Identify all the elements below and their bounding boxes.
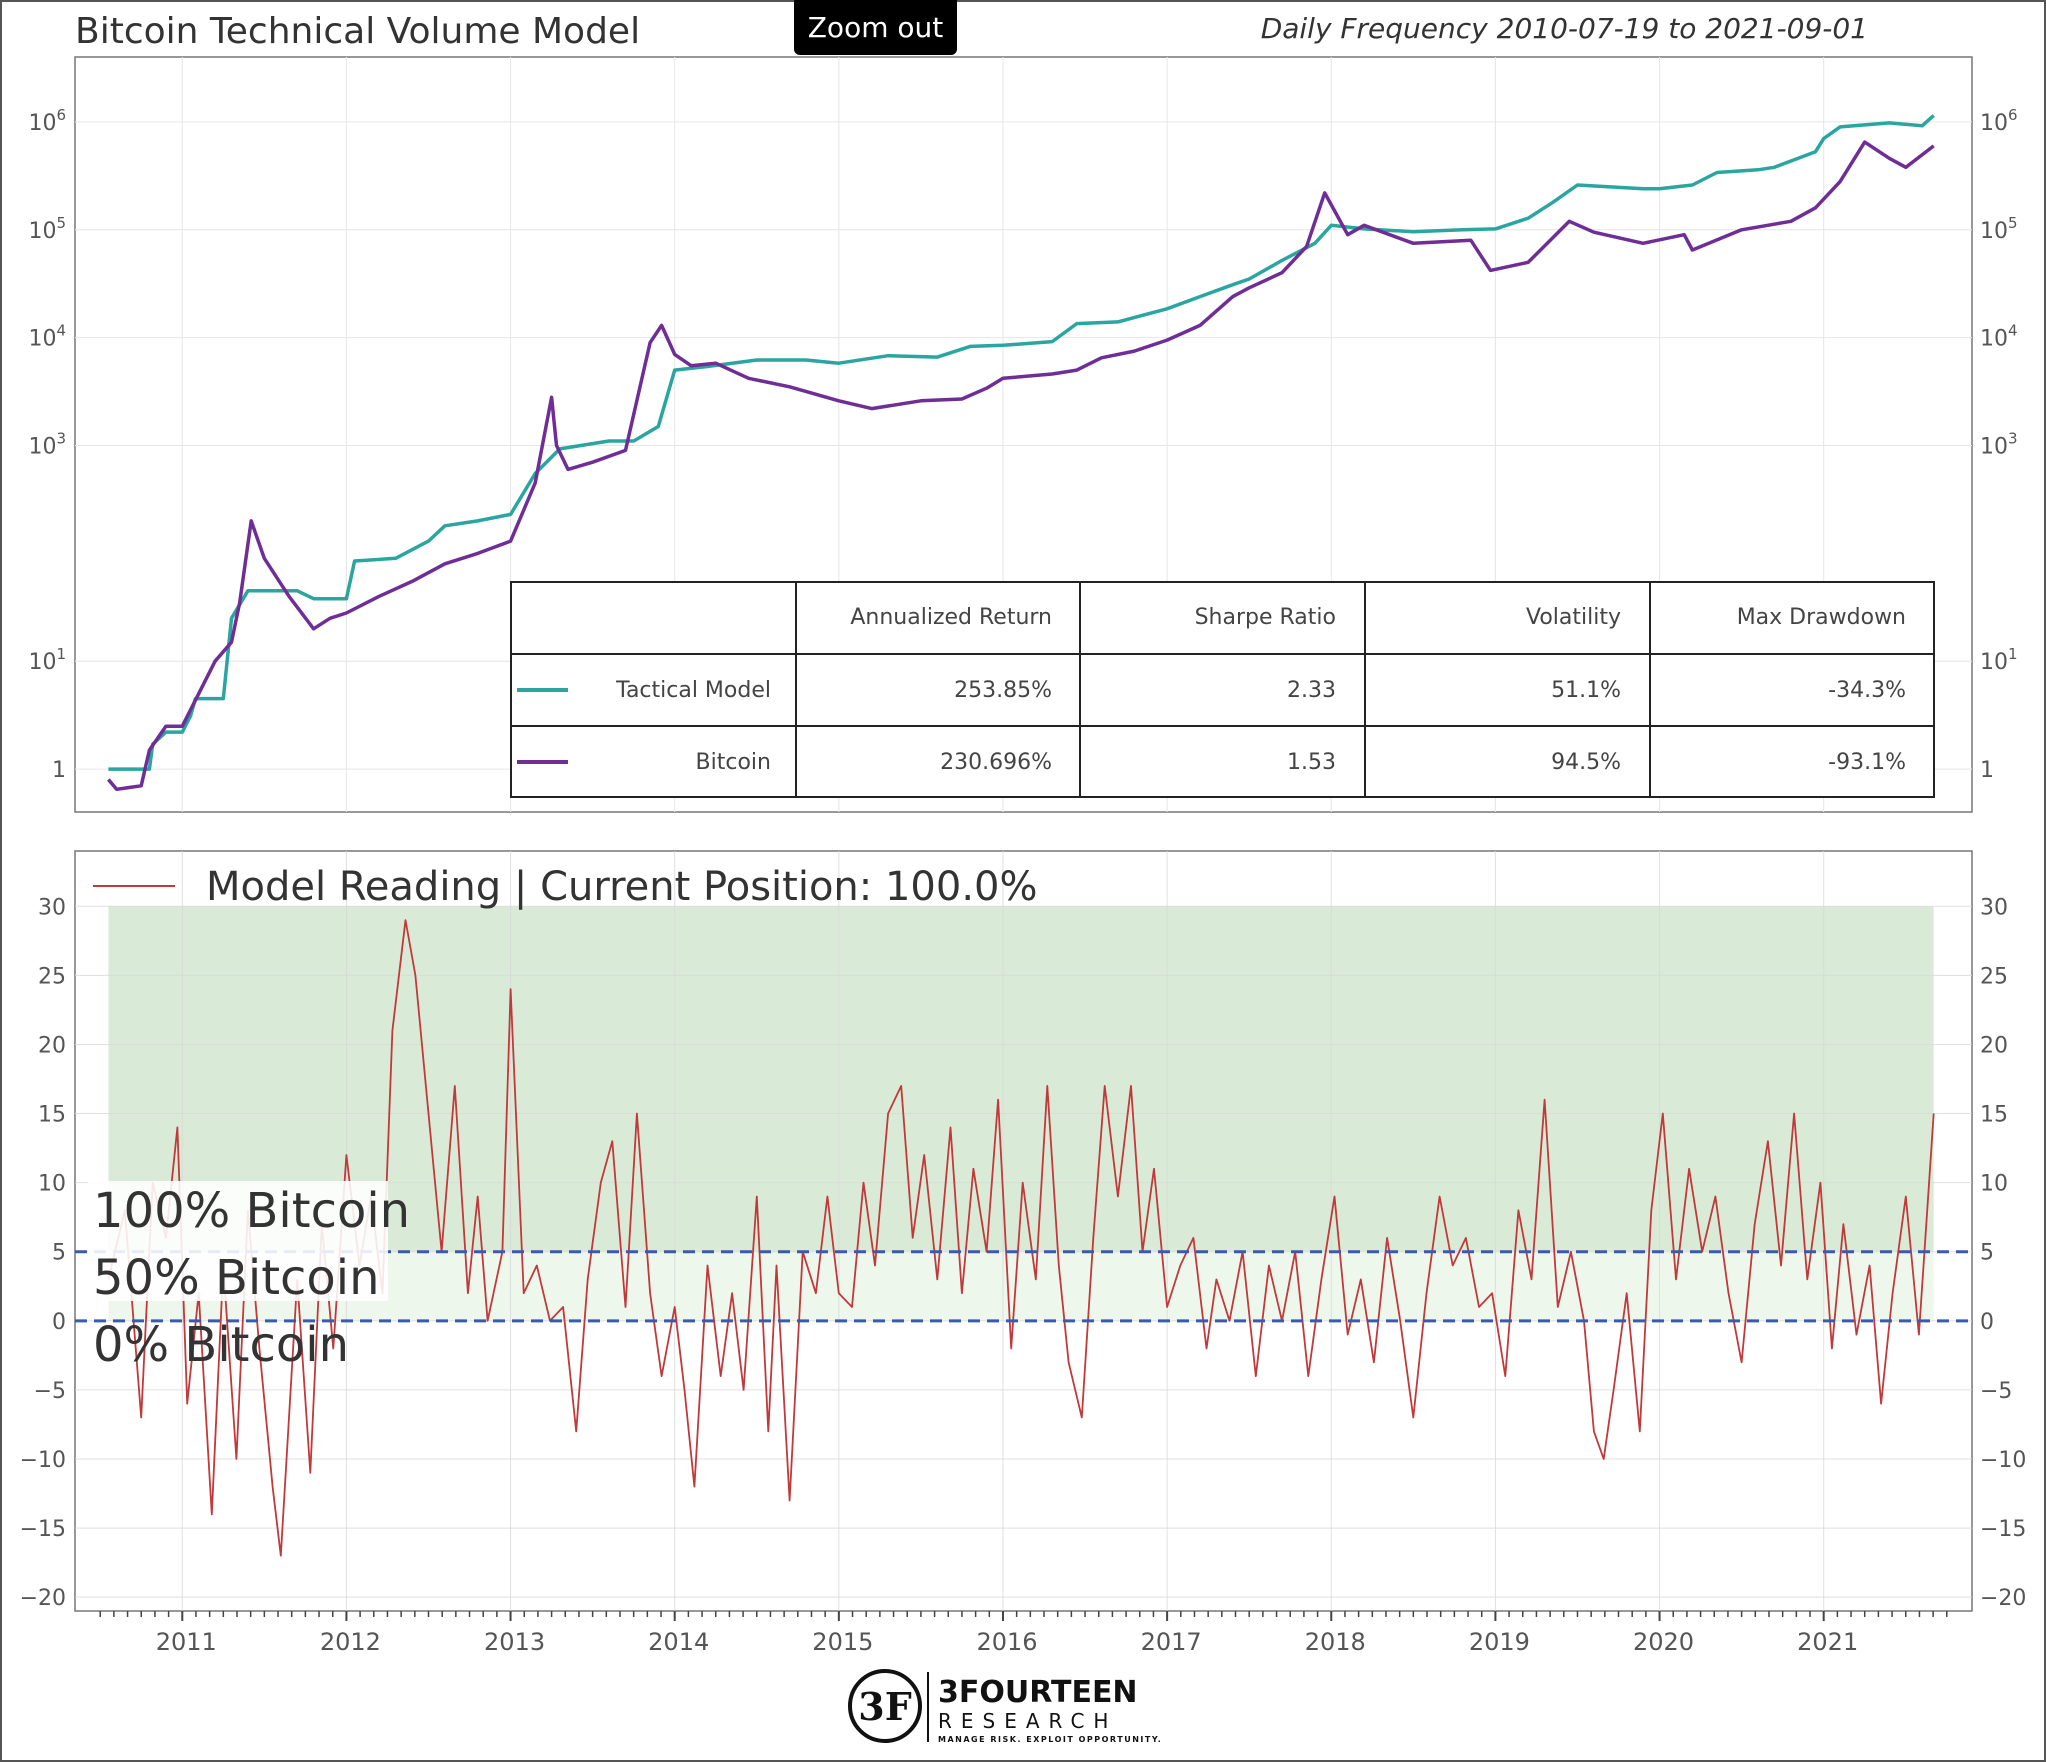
bottom-ytick-label-left: −15 bbox=[20, 1517, 66, 1542]
bottom-ytick-label-left: 10 bbox=[38, 1172, 66, 1197]
bottom-ytick-label-left: 20 bbox=[38, 1033, 66, 1058]
tactical-model-line bbox=[108, 114, 1935, 771]
bottom-ytick-label-right: 5 bbox=[1980, 1241, 1994, 1266]
bottom-ytick-label-right: 10 bbox=[1980, 1172, 2008, 1197]
top-series-lines bbox=[107, 114, 1935, 792]
bottom-ytick-label-left: −5 bbox=[34, 1379, 66, 1404]
zone-label-none: 0% Bitcoin bbox=[93, 1317, 349, 1373]
bottom-ytick-label-left: 25 bbox=[38, 964, 66, 989]
header-sharpe-ratio: Sharpe Ratio bbox=[1195, 605, 1336, 630]
chart-title: Bitcoin Technical Volume Model bbox=[75, 11, 640, 52]
top-ytick-label-left: 104 bbox=[28, 322, 66, 352]
chart-subtitle: Daily Frequency 2010-07-19 to 2021-09-01 bbox=[1261, 12, 1868, 45]
top-ytick-label-left: 101 bbox=[28, 645, 66, 675]
bottom-y-axis-left: 30 25 20 15 10 5 0 −5 −10 −15 −20 bbox=[20, 895, 66, 1611]
row-name-tactical: Tactical Model bbox=[615, 678, 771, 703]
bottom-ytick-label-right: 15 bbox=[1980, 1103, 2008, 1128]
zone-label-full: 100% Bitcoin bbox=[93, 1183, 410, 1239]
logo-tagline: MANAGE RISK. EXPLOIT OPPORTUNITY. bbox=[938, 1735, 1162, 1744]
bitcoin-max-drawdown: -93.1% bbox=[1828, 750, 1906, 775]
zoom-out-button[interactable]: Zoom out bbox=[794, 0, 957, 55]
top-y-axis-right: 1 101 103 104 105 106 bbox=[1980, 106, 2018, 783]
stats-table-frame bbox=[510, 581, 1935, 798]
bottom-ytick-label-left: −20 bbox=[20, 1586, 66, 1611]
reading-series bbox=[107, 919, 1935, 1557]
header-volatility: Volatility bbox=[1526, 605, 1621, 630]
top-ytick-label-right: 101 bbox=[1980, 645, 2018, 675]
bitcoin-annualized-return: 230.696% bbox=[940, 750, 1052, 775]
logo-circle-icon bbox=[848, 1669, 922, 1743]
x-tick-label: 2014 bbox=[648, 1628, 709, 1656]
bottom-ytick-label-left: 5 bbox=[52, 1241, 66, 1266]
reading-legend-label: Model Reading | Current Position: 100.0% bbox=[206, 864, 1037, 910]
x-tick-label: 2018 bbox=[1305, 1628, 1366, 1656]
top-ytick-label-right: 106 bbox=[1980, 106, 2018, 136]
x-tick-label: 2020 bbox=[1633, 1628, 1694, 1656]
top-ytick-label-left: 106 bbox=[28, 106, 66, 136]
band-half-position bbox=[108, 1251, 1934, 1321]
bottom-ytick-label-left: 0 bbox=[52, 1310, 66, 1335]
top-panel: 1 101 103 104 105 106 1 101 103 104 105 106 Annual… bbox=[28, 56, 2018, 813]
tactical-sharpe-ratio: 2.33 bbox=[1287, 678, 1336, 703]
top-ytick-label-left: 103 bbox=[28, 430, 66, 460]
bottom-y-axis-right: 30 25 20 15 10 5 0 −5 −10 −15 −20 bbox=[1980, 895, 2026, 1611]
logo-sub: RESEARCH bbox=[938, 1709, 1117, 1733]
bottom-ytick-label-right: 20 bbox=[1980, 1033, 2008, 1058]
row-name-bitcoin: Bitcoin bbox=[696, 750, 771, 775]
logo-mark: 3F bbox=[858, 1684, 911, 1729]
header-max-drawdown: Max Drawdown bbox=[1737, 605, 1906, 630]
bottom-ytick-label-left: −10 bbox=[20, 1448, 66, 1473]
zone-label-backdrop bbox=[88, 1181, 388, 1301]
zone-label-half: 50% Bitcoin bbox=[93, 1250, 380, 1306]
tactical-annualized-return: 253.85% bbox=[954, 678, 1052, 703]
footer-logo: 3F 3FOURTEEN RESEARCH MANAGE RISK. EXPLO… bbox=[848, 1669, 1162, 1744]
x-tick-label: 2017 bbox=[1141, 1628, 1202, 1656]
x-tick-label: 2013 bbox=[484, 1628, 545, 1656]
bottom-ytick-label-right: −10 bbox=[1980, 1448, 2026, 1473]
tactical-volatility: 51.1% bbox=[1551, 678, 1621, 703]
x-tick-label: 2012 bbox=[320, 1628, 381, 1656]
bottom-ytick-label-right: 30 bbox=[1980, 895, 2008, 920]
bottom-ytick-label-right: 0 bbox=[1980, 1310, 1994, 1335]
x-tick-label: 2015 bbox=[812, 1628, 873, 1656]
x-tick-label: 2016 bbox=[976, 1628, 1037, 1656]
bottom-ytick-label-right: −20 bbox=[1980, 1586, 2026, 1611]
x-tick-label: 2021 bbox=[1797, 1628, 1858, 1656]
x-tick-label: 2011 bbox=[156, 1628, 217, 1656]
top-ytick-label-right: 104 bbox=[1980, 322, 2018, 352]
bitcoin-sharpe-ratio: 1.53 bbox=[1287, 750, 1336, 775]
x-axis: 2011 2012 2013 2014 2015 2016 2017 2018 2019 2020… bbox=[99, 1611, 1948, 1656]
bitcoin-volatility: 94.5% bbox=[1551, 750, 1621, 775]
top-ytick-label-left: 1 bbox=[52, 758, 66, 783]
header-annualized-return: Annualized Return bbox=[850, 605, 1052, 630]
x-tick-label: 2019 bbox=[1469, 1628, 1530, 1656]
stats-table: Annualized Return Sharpe Ratio Volatilit… bbox=[510, 581, 1935, 798]
model-reading-line bbox=[107, 919, 1935, 1557]
top-ytick-label-right: 1 bbox=[1980, 758, 1994, 783]
bitcoin-price-line bbox=[107, 140, 1935, 792]
tactical-max-drawdown: -34.3% bbox=[1828, 678, 1906, 703]
top-y-axis-left: 1 101 103 104 105 106 bbox=[28, 106, 66, 783]
top-ytick-label-left: 105 bbox=[28, 214, 66, 244]
top-ytick-label-right: 103 bbox=[1980, 430, 2018, 460]
logo-name: 3FOURTEEN bbox=[938, 1675, 1138, 1710]
bottom-ytick-label-right: −15 bbox=[1980, 1517, 2026, 1542]
bottom-ytick-label-right: 25 bbox=[1980, 964, 2008, 989]
bottom-ytick-label-right: −5 bbox=[1980, 1379, 2012, 1404]
threshold-lines bbox=[75, 1250, 1972, 1323]
bottom-ytick-label-left: 15 bbox=[38, 1103, 66, 1128]
top-ytick-label-right: 105 bbox=[1980, 214, 2018, 244]
bottom-ytick-label-left: 30 bbox=[38, 895, 66, 920]
